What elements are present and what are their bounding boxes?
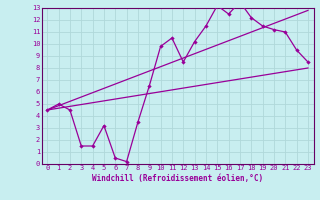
X-axis label: Windchill (Refroidissement éolien,°C): Windchill (Refroidissement éolien,°C)	[92, 174, 263, 183]
